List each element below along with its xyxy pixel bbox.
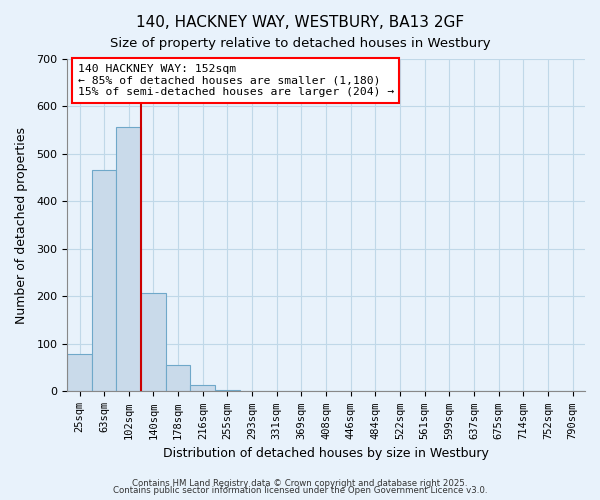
Bar	[92, 170, 116, 392]
Bar	[116, 127, 141, 392]
Text: Size of property relative to detached houses in Westbury: Size of property relative to detached ho…	[110, 38, 490, 51]
Text: Contains HM Land Registry data © Crown copyright and database right 2025.: Contains HM Land Registry data © Crown c…	[132, 478, 468, 488]
Text: Contains public sector information licensed under the Open Government Licence v3: Contains public sector information licen…	[113, 486, 487, 495]
Bar	[141, 293, 166, 392]
Bar	[166, 366, 190, 392]
Y-axis label: Number of detached properties: Number of detached properties	[15, 126, 28, 324]
Bar	[67, 354, 92, 392]
Bar	[190, 385, 215, 392]
Bar	[215, 390, 240, 392]
Text: 140, HACKNEY WAY, WESTBURY, BA13 2GF: 140, HACKNEY WAY, WESTBURY, BA13 2GF	[136, 15, 464, 30]
X-axis label: Distribution of detached houses by size in Westbury: Distribution of detached houses by size …	[163, 447, 489, 460]
Text: 140 HACKNEY WAY: 152sqm
← 85% of detached houses are smaller (1,180)
15% of semi: 140 HACKNEY WAY: 152sqm ← 85% of detache…	[77, 64, 394, 97]
